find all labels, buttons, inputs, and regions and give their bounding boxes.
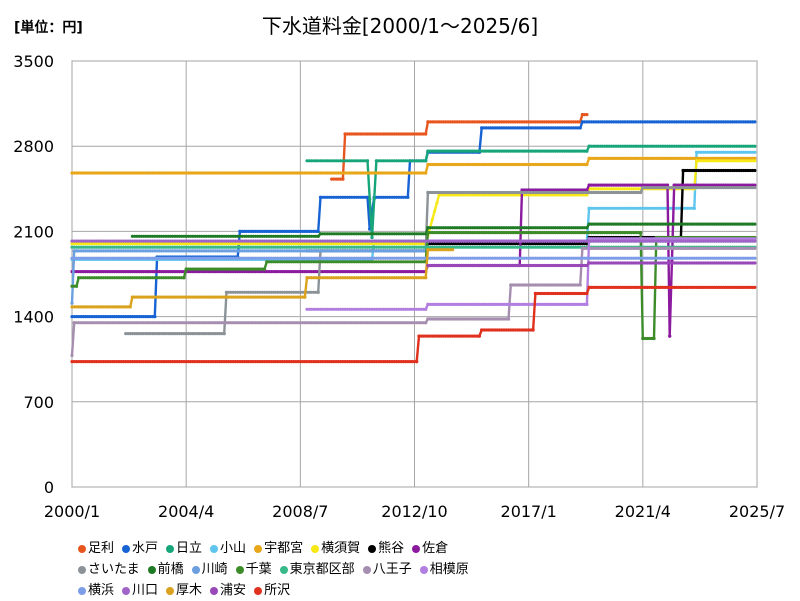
- x-tick-label: 2021/4: [615, 502, 671, 521]
- data-point: [373, 198, 376, 201]
- data-point: [652, 337, 655, 340]
- data-point: [406, 196, 409, 199]
- data-point: [368, 198, 371, 201]
- data-point: [435, 201, 438, 204]
- data-point: [753, 240, 756, 243]
- data-point: [424, 159, 427, 162]
- data-point: [753, 169, 756, 172]
- data-point: [639, 191, 642, 194]
- data-point: [753, 145, 756, 148]
- data-point: [585, 226, 588, 229]
- data-point: [639, 231, 642, 234]
- data-point: [753, 159, 756, 162]
- data-point: [182, 276, 185, 279]
- data-point: [585, 150, 588, 153]
- data-point: [424, 132, 427, 135]
- data-point: [223, 332, 226, 335]
- data-point: [753, 247, 756, 250]
- data-point: [70, 302, 73, 305]
- data-point: [424, 321, 427, 324]
- y-tick-label: 1400: [13, 308, 54, 327]
- data-point: [668, 335, 671, 338]
- y-tick-label: 2100: [13, 222, 54, 241]
- data-point: [424, 308, 427, 311]
- data-point: [753, 223, 756, 226]
- y-tick-label: 3500: [13, 52, 54, 71]
- data-point: [129, 305, 132, 308]
- data-point: [317, 230, 320, 233]
- data-point: [753, 151, 756, 154]
- data-point: [693, 207, 696, 210]
- data-point: [507, 317, 510, 320]
- x-tick-label: 2012/10: [381, 502, 447, 521]
- data-point: [366, 159, 369, 162]
- data-point: [341, 178, 344, 181]
- data-point: [153, 315, 156, 318]
- data-point: [317, 235, 320, 238]
- x-tick-label: 2025/7: [729, 502, 785, 521]
- y-tick-label: 700: [23, 393, 54, 412]
- data-point: [263, 268, 266, 271]
- data-point: [303, 296, 306, 299]
- data-point: [753, 257, 756, 260]
- data-point: [753, 186, 756, 189]
- data-point: [579, 126, 582, 129]
- x-tick-label: 2008/7: [272, 502, 328, 521]
- data-point: [585, 303, 588, 306]
- data-point: [433, 210, 436, 213]
- data-point: [431, 218, 434, 221]
- x-tick-label: 2000/1: [44, 502, 100, 521]
- series-川口: [70, 240, 756, 243]
- data-point: [753, 120, 756, 123]
- y-tick-label: 0: [44, 478, 54, 497]
- series-横浜: [70, 257, 756, 260]
- data-point: [585, 113, 588, 116]
- data-point: [585, 163, 588, 166]
- y-tick-label: 2800: [13, 137, 54, 156]
- data-point: [370, 236, 373, 239]
- data-point: [424, 171, 427, 174]
- x-tick-label: 2017/1: [501, 502, 557, 521]
- data-point: [424, 276, 427, 279]
- data-point: [451, 248, 454, 251]
- data-point: [317, 291, 320, 294]
- data-point: [70, 354, 73, 357]
- data-point: [579, 283, 582, 286]
- data-point: [75, 285, 78, 288]
- x-tick-label: 2004/4: [158, 502, 214, 521]
